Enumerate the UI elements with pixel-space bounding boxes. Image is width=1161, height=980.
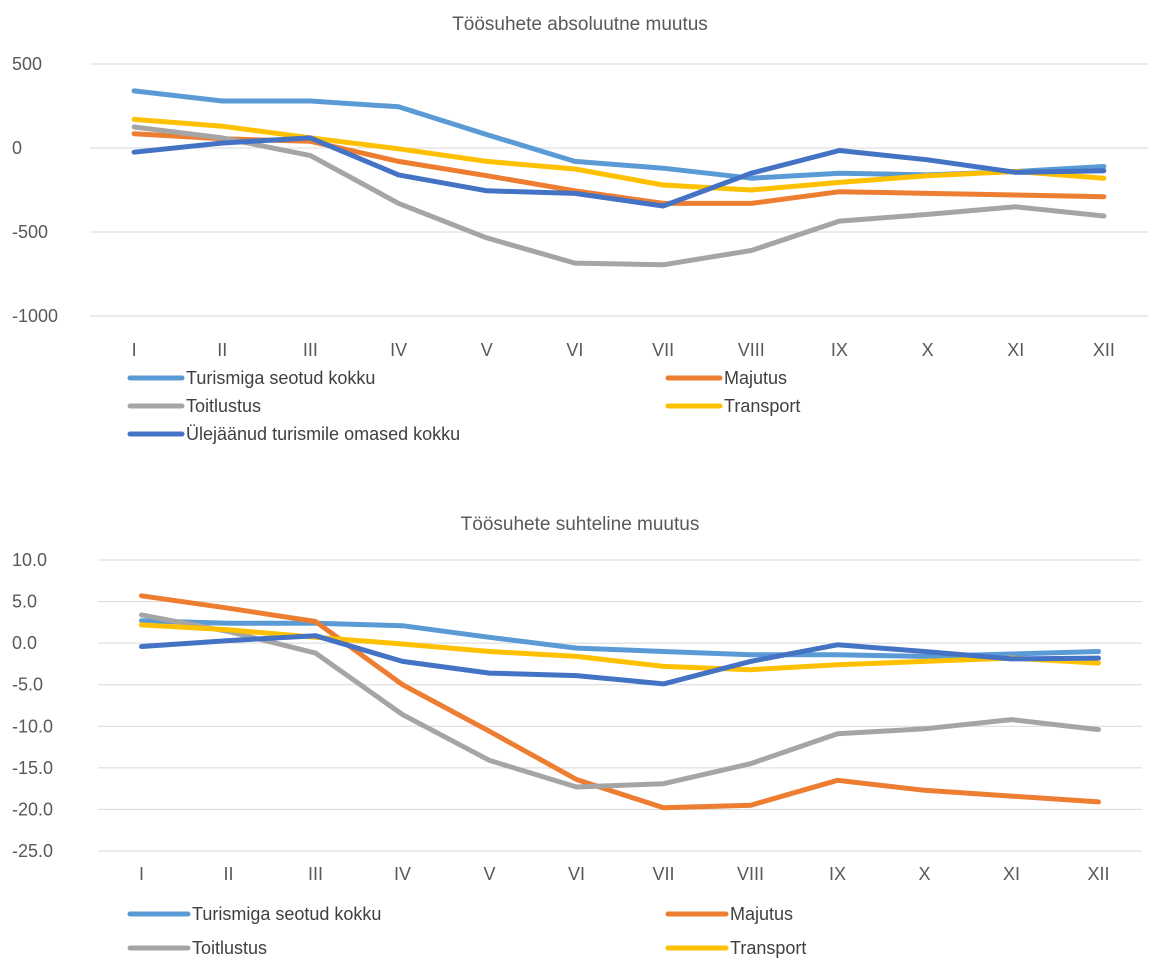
legend: Turismiga seotud kokku Majutus Toitlustus T… [127, 368, 800, 444]
x-tick-label: II [223, 864, 233, 884]
x-tick-label: II [217, 340, 227, 360]
x-tick-label: VII [652, 864, 674, 884]
legend: Turismiga seotud kokku Majutus Toitlustus T… [127, 904, 806, 958]
x-tick-label: IV [394, 864, 411, 884]
y-tick-label: -1000 [12, 306, 58, 326]
chart-title: Töösuhete suhteline muutus [461, 514, 700, 535]
series-line [139, 618, 1101, 659]
series-line [131, 124, 1107, 268]
x-tick-label: III [308, 864, 323, 884]
y-tick-label: 0 [12, 138, 22, 158]
y-tick-label: 0.0 [12, 633, 37, 653]
chart-relative-change: Töösuhete suhteline muutus 10.0 5.0 0.0 -5.… [12, 514, 1142, 958]
legend-label: Turismiga seotud kokku [186, 368, 375, 388]
y-tick-label: -500 [12, 222, 48, 242]
y-tick-label: -15.0 [12, 758, 53, 778]
y-tick-labels: 500 0 -500 -1000 [12, 54, 58, 326]
legend-label: Transport [724, 396, 800, 416]
legend-label: Transport [730, 938, 806, 958]
x-tick-label: X [918, 864, 930, 884]
x-tick-label: VIII [737, 864, 764, 884]
y-tick-label: -25.0 [12, 841, 53, 861]
y-tick-label: 10.0 [12, 550, 47, 570]
legend-label: Ülejäänud turismile omased kokku [186, 424, 460, 444]
y-tick-label: -20.0 [12, 799, 53, 819]
x-tick-label: VI [568, 864, 585, 884]
chart-title: Töösuhete absoluutne muutus [452, 14, 708, 35]
legend-label: Turismiga seotud kokku [192, 904, 381, 924]
x-tick-label: I [132, 340, 137, 360]
y-tick-label: -5.0 [12, 675, 43, 695]
x-tick-label: VIII [738, 340, 765, 360]
x-tick-labels: I II III IV V VI VII VIII IX X XI XII [132, 340, 1115, 360]
x-tick-label: XI [1003, 864, 1020, 884]
series-line [131, 116, 1107, 193]
x-tick-label: VII [652, 340, 674, 360]
legend-label: Toitlustus [192, 938, 267, 958]
x-tick-label: VI [566, 340, 583, 360]
series-line [131, 131, 1107, 206]
x-tick-label: XII [1087, 864, 1109, 884]
y-tick-label: 5.0 [12, 592, 37, 612]
x-tick-label: I [139, 864, 144, 884]
series-lines [131, 88, 1107, 268]
series-line [139, 633, 1101, 687]
x-tick-label: IX [831, 340, 848, 360]
x-tick-label: XII [1093, 340, 1115, 360]
series-lines [139, 593, 1101, 811]
series-line [131, 135, 1107, 209]
x-tick-label: IX [829, 864, 846, 884]
x-tick-label: V [483, 864, 495, 884]
x-tick-label: X [922, 340, 934, 360]
legend-label: Toitlustus [186, 396, 261, 416]
y-gridlines [98, 559, 1142, 852]
series-line [139, 593, 1101, 811]
y-tick-label: -10.0 [12, 716, 53, 736]
y-tick-label: 500 [12, 54, 42, 74]
x-tick-labels: I II III IV V VI VII VIII IX X XI XII [139, 864, 1110, 884]
series-line [139, 612, 1101, 790]
chart-absolute-change: Töösuhete absoluutne muutus 500 0 -500 -100… [12, 14, 1148, 444]
x-tick-label: III [303, 340, 318, 360]
legend-label: Majutus [724, 368, 787, 388]
y-tick-labels: 10.0 5.0 0.0 -5.0 -10.0 -15.0 -20.0 -25.0 [12, 550, 53, 861]
x-tick-label: XI [1007, 340, 1024, 360]
legend-label: Majutus [730, 904, 793, 924]
x-tick-label: IV [390, 340, 407, 360]
x-tick-label: V [481, 340, 493, 360]
